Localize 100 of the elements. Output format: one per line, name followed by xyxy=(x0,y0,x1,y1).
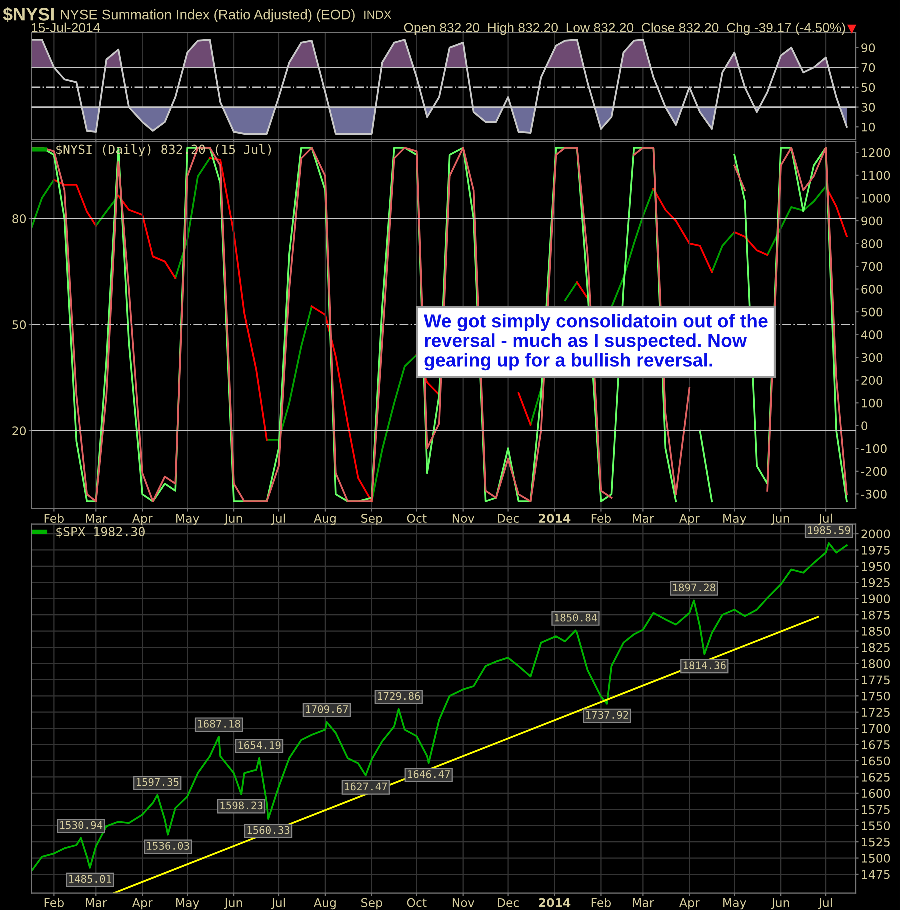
x-tick-label: May xyxy=(176,898,200,910)
y2-tick-label: 1100 xyxy=(862,171,890,180)
chart-subtitle: NYSE Summation Index (Ratio Adjusted) (EOD) xyxy=(61,10,355,22)
y-tick-label: 2000 xyxy=(862,530,890,539)
x-tick-label: 2014 xyxy=(539,514,571,523)
y-tick-label: 50 xyxy=(12,320,26,330)
x-tick-label: Oct xyxy=(407,898,427,908)
x-tick-label: Jul xyxy=(818,514,832,526)
x-tick-label: Jun xyxy=(771,514,790,526)
x-tick-label: Apr xyxy=(680,514,700,526)
y2-tick-label: 500 xyxy=(862,308,883,317)
x-tick-label: Jun xyxy=(771,898,790,910)
chart-title: $NYSI xyxy=(3,7,54,22)
y-tick-label: 1600 xyxy=(862,789,890,798)
x-tick-label: Oct xyxy=(407,514,427,523)
x-tick-label: Sep xyxy=(362,898,382,910)
x-tick-label: Aug xyxy=(314,898,336,910)
y-tick-label: 1500 xyxy=(862,854,890,863)
y2-tick-label: 100 xyxy=(862,398,883,408)
x-tick-label: Jul xyxy=(271,898,286,910)
line-series xyxy=(32,542,848,872)
y-tick-label: 90 xyxy=(862,44,876,53)
y-tick-label: 1575 xyxy=(862,806,890,814)
y2-tick-label: 1000 xyxy=(862,194,890,203)
y-tick-label: 10 xyxy=(862,122,876,132)
x-tick-label: Dec xyxy=(498,898,519,908)
x-tick-label: Aug xyxy=(314,514,336,526)
annotation: 1530.94 xyxy=(60,821,103,830)
x-tick-label: Mar xyxy=(633,514,654,523)
annotation: 1850.84 xyxy=(555,614,598,622)
y-tick-label: 50 xyxy=(862,83,876,92)
y2-tick-label: 900 xyxy=(862,216,883,226)
y-tick-label: 1525 xyxy=(862,838,890,847)
x-tick-label: May xyxy=(724,898,746,910)
annotation: 1597.35 xyxy=(136,778,179,786)
y2-tick-label: -200 xyxy=(861,467,887,476)
x-tick-label: Feb xyxy=(44,898,64,908)
y-tick-label: 1625 xyxy=(862,772,890,782)
x-tick-label: Nov xyxy=(452,514,474,523)
y-tick-label: 30 xyxy=(862,103,876,112)
annotation: 1737.92 xyxy=(586,711,628,720)
annotation: 1536.03 xyxy=(147,842,190,850)
annotation: 1897.28 xyxy=(673,584,716,592)
annotation: 1654.19 xyxy=(238,741,281,750)
y-tick-label: 1900 xyxy=(862,594,890,604)
y2-tick-label: 800 xyxy=(862,239,883,248)
y-tick-label: 1475 xyxy=(862,870,890,880)
y2-tick-label: 0 xyxy=(862,422,868,431)
y2-tick-label: 1200 xyxy=(862,148,890,158)
annotation: 1814.36 xyxy=(684,662,726,670)
y-tick-label: 1675 xyxy=(862,740,890,750)
annotation: Open 832.20 High 832.20 Low 832.20 Close 832.20 Chg -39.17 (-4.50%) xyxy=(404,22,846,36)
y-tick-label: 1825 xyxy=(862,643,890,652)
y-tick-label: 1750 xyxy=(862,692,890,701)
x-tick-label: Apr xyxy=(680,898,700,910)
y-tick-label: 1975 xyxy=(862,546,890,555)
y2-tick-label: 400 xyxy=(861,330,883,340)
annotation: 1627.47 xyxy=(345,782,388,791)
annotation: 1646.47 xyxy=(408,770,450,778)
y-tick-label: 1650 xyxy=(862,756,890,766)
y-tick-label: 1725 xyxy=(862,708,890,718)
y-tick-label: 1775 xyxy=(862,676,890,685)
x-tick-label: Mar xyxy=(633,898,654,908)
x-tick-label: Apr xyxy=(132,898,153,910)
annotation: 1485.01 xyxy=(69,875,112,884)
x-tick-label: Jul xyxy=(271,514,286,526)
y-tick-label: 80 xyxy=(12,214,26,224)
text: 15-Jul-2014 xyxy=(32,22,100,33)
annotation: 1687.18 xyxy=(198,720,240,728)
y-tick-label: 1700 xyxy=(862,724,890,734)
x-tick-label: Jun xyxy=(224,898,242,910)
x-tick-label: Dec xyxy=(498,514,519,523)
annotation: We got simply consolidatoin out of the reversal - much as I suspected. Now gearing up for a bullish reversal. xyxy=(424,314,768,371)
y-tick-label: 1875 xyxy=(862,610,890,620)
x-tick-label: 2014 xyxy=(539,898,571,908)
x-tick-label: May xyxy=(724,514,746,526)
y2-tick-label: 300 xyxy=(862,353,883,362)
x-tick-label: Mar xyxy=(86,514,108,523)
y2-tick-label: -100 xyxy=(861,444,887,454)
x-tick-label: Feb xyxy=(592,514,612,523)
y-tick-label: 70 xyxy=(862,63,876,72)
annotation: 1709.67 xyxy=(306,705,348,714)
x-tick-label: May xyxy=(176,514,200,526)
annotation: 1598.23 xyxy=(220,802,263,810)
x-tick-label: Jun xyxy=(224,514,242,526)
legend-label: $SPX 1982.30 xyxy=(56,526,145,538)
y-tick-label: 20 xyxy=(12,426,26,436)
annotation: 1985.59 xyxy=(808,526,850,534)
y-tick-label: 1925 xyxy=(862,578,890,588)
x-tick-label: Feb xyxy=(44,514,64,523)
y-tick-label: 1850 xyxy=(862,627,890,636)
x-tick-label: Feb xyxy=(592,898,612,908)
x-tick-label: Nov xyxy=(452,898,474,908)
annotation: 1729.86 xyxy=(378,692,420,700)
y2-tick-label: 700 xyxy=(862,262,883,272)
y2-tick-label: 600 xyxy=(862,285,883,294)
x-tick-label: Mar xyxy=(86,898,108,908)
x-tick-label: Sep xyxy=(362,514,382,526)
y-tick-label: 1950 xyxy=(862,562,890,572)
y2-tick-label: -300 xyxy=(861,490,887,499)
